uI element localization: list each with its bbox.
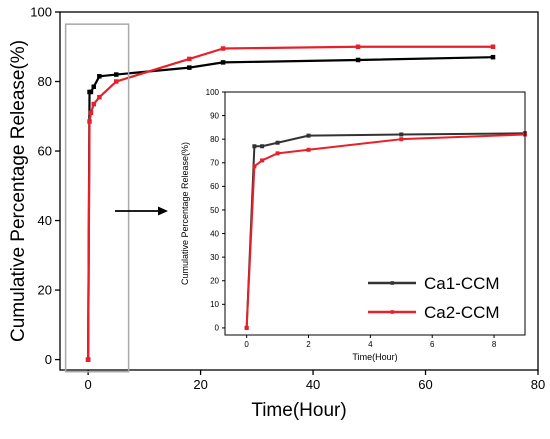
inset-data-point — [306, 133, 311, 138]
main-data-point — [355, 44, 361, 50]
inset-data-point — [306, 147, 311, 152]
inset-data-point — [399, 137, 404, 142]
legend-marker-1 — [390, 310, 395, 314]
inset-plot-background — [225, 92, 525, 335]
inset-plot-frame — [224, 91, 526, 336]
main-x-tick-label: 80 — [531, 377, 545, 392]
main-x-tick-label: 0 — [85, 377, 92, 392]
main-x-tick-label: 20 — [193, 377, 207, 392]
main-data-point — [85, 357, 91, 362]
main-data-point — [113, 72, 119, 77]
main-data-point — [220, 46, 226, 51]
inset-y-tick-label: 80 — [210, 135, 219, 144]
inset-data-point — [260, 144, 265, 149]
inset-data-point — [275, 140, 280, 145]
main-y-tick-label: 80 — [38, 74, 52, 89]
main-data-point — [88, 89, 94, 95]
inset-y-tick-label: 30 — [210, 253, 219, 262]
main-series-line-1 — [87, 45, 494, 360]
main-data-point — [87, 119, 92, 124]
inset-data-point — [260, 158, 265, 163]
zoom-arrow-head — [158, 206, 168, 216]
main-data-point — [88, 110, 94, 116]
main-data-point — [490, 44, 496, 50]
inset-data-point — [244, 325, 249, 330]
inset-y-tick-label: 40 — [210, 229, 219, 238]
main-data-point — [113, 79, 119, 84]
main-y-axis-label: Cumulative Percentage Release(%) — [8, 40, 29, 342]
inset-y-tick-label: 60 — [210, 182, 219, 191]
main-data-point — [490, 54, 496, 60]
inset-data-point — [252, 164, 257, 169]
inset-data-point — [252, 144, 257, 149]
inset-x-tick-label: 4 — [368, 340, 373, 349]
inset-x-tick-label: 0 — [244, 340, 249, 349]
main-data-point — [187, 65, 192, 70]
inset-y-axis-label: Cumulative Percentage Release(%) — [180, 142, 190, 285]
main-y-tick-label: 20 — [38, 283, 52, 298]
legend-label-1: Ca2-CCM — [424, 303, 500, 322]
main-data-point — [91, 101, 96, 107]
inset-y-tick-label: 90 — [210, 111, 219, 120]
main-data-point — [187, 56, 192, 62]
main-x-tick-label: 40 — [306, 377, 320, 392]
main-data-point — [97, 74, 102, 79]
main-data-point — [355, 57, 361, 63]
main-y-tick-label: 100 — [30, 5, 52, 20]
main-x-tick-label: 60 — [418, 377, 432, 392]
main-data-point — [220, 60, 226, 65]
inset-data-point — [275, 151, 280, 156]
main-y-tick-label: 40 — [38, 213, 52, 228]
inset-y-tick-label: 20 — [210, 277, 219, 286]
inset-y-tick-label: 0 — [215, 324, 220, 333]
inset-x-tick-label: 2 — [306, 340, 311, 349]
main-plot-frame — [59, 11, 539, 371]
main-y-tick-label: 60 — [38, 144, 52, 159]
inset-x-tick-label: 6 — [430, 340, 435, 349]
inset-x-tick-label: 8 — [492, 340, 497, 349]
main-data-point — [91, 84, 96, 89]
inset-y-tick-label: 100 — [206, 88, 220, 97]
inset-y-tick-label: 10 — [210, 300, 219, 309]
main-y-tick-label: 0 — [45, 352, 52, 367]
highlight-box — [64, 23, 130, 373]
inset-y-tick-label: 50 — [210, 206, 219, 215]
legend-label-0: Ca1-CCM — [424, 274, 500, 293]
inset-data-point — [399, 132, 404, 137]
main-data-point — [97, 94, 102, 100]
inset-y-tick-label: 70 — [210, 159, 219, 168]
main-x-axis-label: Time(Hour) — [251, 400, 346, 421]
inset-x-axis-label: Time(Hour) — [352, 352, 397, 362]
legend-marker-0 — [390, 281, 395, 285]
